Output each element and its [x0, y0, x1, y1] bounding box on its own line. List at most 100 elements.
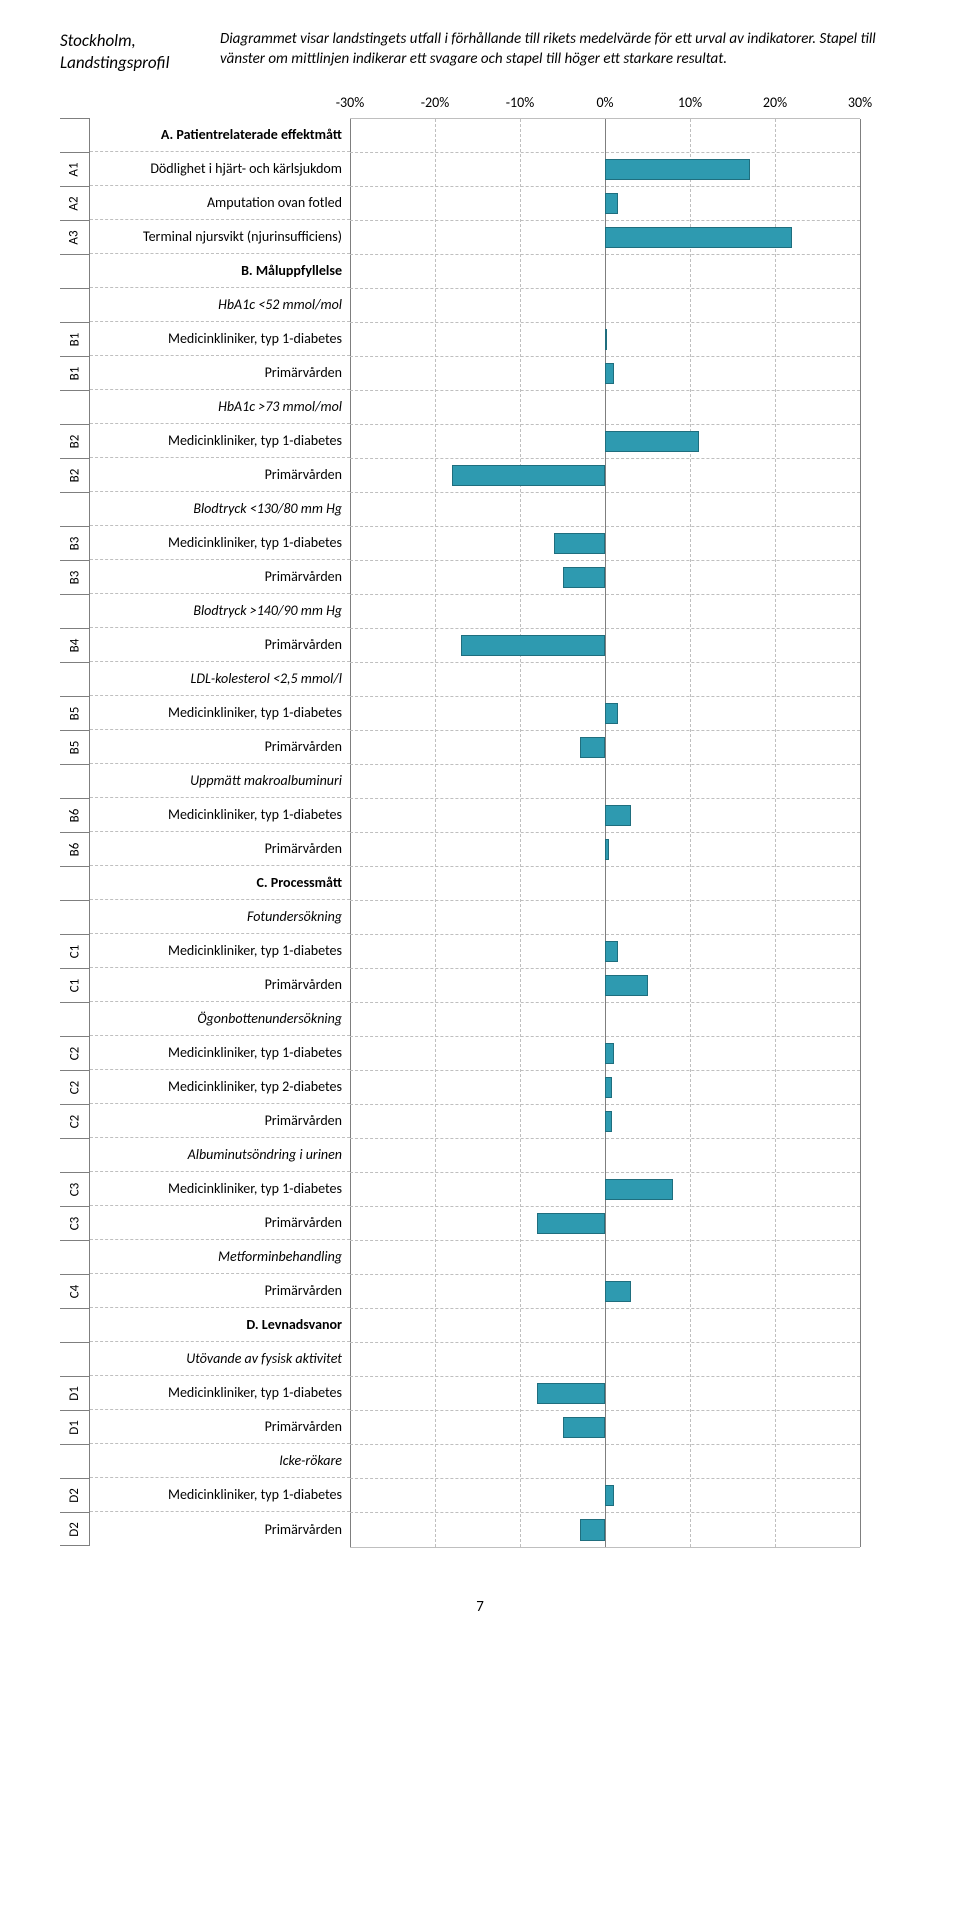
- row-label: B. Måluppfyllelse: [60, 254, 350, 288]
- plot-row: [350, 119, 860, 153]
- row-code-text: C1: [67, 979, 82, 993]
- plot-row: [350, 1377, 860, 1411]
- row-code: D1: [60, 1410, 90, 1444]
- indicator-label: Primärvården: [90, 1512, 350, 1546]
- deviation-bar: [461, 635, 606, 656]
- plot-row: [350, 527, 860, 561]
- deviation-bar: [563, 1417, 606, 1438]
- deviation-bar: [537, 1213, 605, 1234]
- row-label: B1Medicinkliniker, typ 1-diabetes: [60, 322, 350, 356]
- row-code: [60, 662, 90, 696]
- subgroup-heading: HbA1c >73 mmol/mol: [90, 390, 350, 424]
- row-label: D. Levnadsvanor: [60, 1308, 350, 1342]
- plot-row: [350, 731, 860, 765]
- deviation-bar: [605, 1077, 612, 1098]
- deviation-bar: [605, 975, 648, 996]
- row-code: B1: [60, 356, 90, 390]
- indicator-label: Primärvården: [90, 628, 350, 662]
- row-code: B1: [60, 322, 90, 356]
- row-label: C3Medicinkliniker, typ 1-diabetes: [60, 1172, 350, 1206]
- header-title: Stockholm, Landstingsprofil: [60, 30, 200, 74]
- row-code-text: B1: [67, 367, 82, 381]
- plot-row: [350, 1479, 860, 1513]
- subgroup-heading: Utövande av fysisk aktivitet: [90, 1342, 350, 1376]
- row-label: D2 Medicinkliniker, typ 1-diabetes: [60, 1478, 350, 1512]
- row-label: Ögonbottenundersökning: [60, 1002, 350, 1036]
- plot-row: [350, 493, 860, 527]
- plot-row: [350, 833, 860, 867]
- deviation-bar: [605, 159, 750, 180]
- row-label: C2Primärvården: [60, 1104, 350, 1138]
- deviation-bar: [605, 1281, 631, 1302]
- row-code: C2: [60, 1036, 90, 1070]
- row-label: C4Primärvården: [60, 1274, 350, 1308]
- indicator-label: Primärvården: [90, 730, 350, 764]
- row-code-text: B6: [67, 809, 82, 823]
- row-code: C3: [60, 1206, 90, 1240]
- deviation-bar: [605, 431, 699, 452]
- row-code: C3: [60, 1172, 90, 1206]
- row-label: Blodtryck <130/80 mm Hg: [60, 492, 350, 526]
- row-code-text: A1: [67, 163, 82, 177]
- indicator-label: Medicinkliniker, typ 1-diabetes: [90, 424, 350, 458]
- row-label: B6Primärvården: [60, 832, 350, 866]
- row-code-text: B5: [67, 707, 82, 721]
- row-label: D1Medicinkliniker, typ 1-diabetes: [60, 1376, 350, 1410]
- subgroup-heading: Uppmätt makroalbuminuri: [90, 764, 350, 798]
- plot-row: [350, 1037, 860, 1071]
- deviation-bar: [563, 567, 606, 588]
- row-code-text: C3: [67, 1217, 82, 1231]
- row-label: Blodtryck >140/90 mm Hg: [60, 594, 350, 628]
- row-label: HbA1c >73 mmol/mol: [60, 390, 350, 424]
- row-code: A3: [60, 220, 90, 254]
- row-label: Utövande av fysisk aktivitet: [60, 1342, 350, 1376]
- row-code: B4: [60, 628, 90, 662]
- indicator-label: Medicinkliniker, typ 1-diabetes: [90, 1036, 350, 1070]
- row-code: [60, 118, 90, 152]
- subgroup-heading: Ögonbottenundersökning: [90, 1002, 350, 1036]
- row-label: B3Primärvården: [60, 560, 350, 594]
- deviation-bar: [554, 533, 605, 554]
- row-labels-column: A. Patientrelaterade effektmåttA1Dödligh…: [60, 118, 350, 1548]
- row-code: [60, 866, 90, 900]
- indicator-label: Medicinkliniker, typ 1-diabetes: [90, 1478, 350, 1512]
- row-code-text: A2: [67, 197, 82, 211]
- row-label: C2Medicinkliniker, typ 1-diabetes: [60, 1036, 350, 1070]
- row-code: C1: [60, 934, 90, 968]
- indicator-label: Primärvården: [90, 1206, 350, 1240]
- indicator-label: Primärvården: [90, 1410, 350, 1444]
- deviation-bar: [605, 703, 618, 724]
- row-code: C2: [60, 1070, 90, 1104]
- x-axis-tick-label: 30%: [848, 94, 872, 111]
- row-label: B2Medicinkliniker, typ 1-diabetes: [60, 424, 350, 458]
- row-label: A. Patientrelaterade effektmått: [60, 118, 350, 152]
- row-code: [60, 1308, 90, 1342]
- row-label: B2Primärvården: [60, 458, 350, 492]
- deviation-bar: [605, 1111, 612, 1132]
- row-code: B2: [60, 458, 90, 492]
- row-label: Metforminbehandling: [60, 1240, 350, 1274]
- title-line1: Stockholm,: [60, 30, 136, 51]
- deviation-bar: [580, 1519, 606, 1541]
- deviation-bar: [605, 941, 618, 962]
- plot-row: [350, 289, 860, 323]
- subgroup-heading: Blodtryck <130/80 mm Hg: [90, 492, 350, 526]
- row-label: C3 Primärvården: [60, 1206, 350, 1240]
- x-axis-tick-label: -30%: [336, 94, 365, 111]
- row-code: A1: [60, 152, 90, 186]
- row-code-text: D2: [67, 1488, 82, 1503]
- plot-row: [350, 357, 860, 391]
- deviation-bar: [452, 465, 605, 486]
- row-code: C4: [60, 1274, 90, 1308]
- row-label: D1Primärvården: [60, 1410, 350, 1444]
- row-code: D1: [60, 1376, 90, 1410]
- row-label: D2Primärvården: [60, 1512, 350, 1546]
- plot-row: [350, 391, 860, 425]
- deviation-bar: [605, 1179, 673, 1200]
- row-label: C1Primärvården: [60, 968, 350, 1002]
- row-label: LDL-kolesterol <2,5 mmol/l: [60, 662, 350, 696]
- plot-row: [350, 1071, 860, 1105]
- row-code: [60, 254, 90, 288]
- page-header: Stockholm, Landstingsprofil Diagrammet v…: [60, 30, 900, 74]
- subgroup-heading: Icke-rökare: [90, 1444, 350, 1478]
